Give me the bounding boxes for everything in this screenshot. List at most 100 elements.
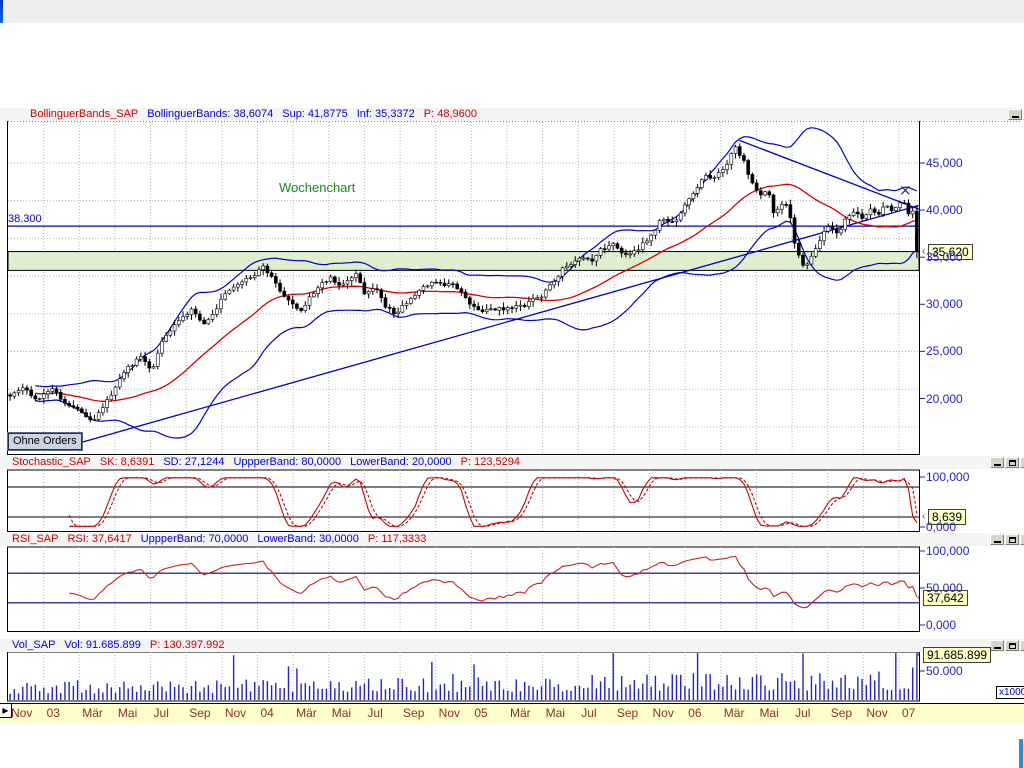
volume-last-value-badge: ‹ 91.685.899	[917, 647, 992, 663]
volume-axis-tick: 50.000	[926, 664, 963, 678]
stochastic-panel-title-segment: SK: 8,6391	[99, 456, 155, 468]
time-axis-strip	[0, 703, 1024, 724]
minimize-icon	[1011, 116, 1019, 118]
time-axis-label: Nov	[224, 706, 247, 720]
stochastic-panel-maximize-button[interactable]	[1005, 457, 1019, 468]
rsi-panel-title-segment: RSI: 37,6417	[67, 533, 132, 545]
time-axis-label: Mai	[545, 706, 565, 720]
volume-chart-area[interactable]	[8, 652, 919, 701]
badge-arrow-icon: ‹	[917, 592, 921, 603]
time-axis-label: Sep	[403, 706, 425, 720]
bollinger-lower-band	[35, 220, 918, 439]
maximize-icon	[1008, 536, 1016, 543]
price-panel-titlebar[interactable]: BollinguerBands_SAP BollinguerBands: 38,6…	[0, 108, 1024, 121]
volume-last-value: 91.685.899	[927, 648, 988, 662]
rsi-panel-minimize-button[interactable]	[990, 534, 1004, 545]
stochastic-axis-tick: 0,000	[926, 520, 957, 534]
time-axis-label: Mär	[82, 706, 103, 720]
time-axis-label: Jul	[581, 706, 597, 720]
axis-scroll-arrow[interactable]: ▶	[0, 704, 12, 718]
volume-panel-title-segment: Vol_SAP	[12, 639, 56, 651]
minimize-icon	[993, 541, 1001, 543]
price-series	[8, 127, 919, 447]
minimize-icon	[993, 647, 1001, 649]
time-axis-label: Sep	[616, 706, 639, 720]
price-axis-tick: 45,000	[926, 156, 963, 170]
top-toolbar-strip	[0, 0, 1024, 23]
time-axis-label: Nov	[652, 706, 674, 720]
price-chart-area[interactable]	[8, 122, 919, 455]
rsi-panel-title-segment: UppperBand: 70,0000	[140, 533, 249, 545]
bollinger-upper-band	[35, 127, 918, 388]
price-panel-title-segment: BollinguerBands_SAP	[30, 108, 139, 120]
price-panel-title-segment: P: 48,9600	[423, 108, 478, 120]
rsi-chart-area[interactable]	[8, 547, 919, 632]
volume-panel-maximize-button[interactable]	[1005, 640, 1019, 651]
scrollbar-thumb[interactable]	[1019, 739, 1023, 768]
volume-panel-titlebar[interactable]: Vol_SAP Vol: 91.685.899 P: 130.397.992 ×	[0, 639, 1024, 652]
volume-panel-title-segment: P: 130.397.992	[149, 639, 225, 651]
stochastic-panel-titlebar[interactable]: Stochastic_SAP SK: 8,6391 SD: 27,1244 Upppe…	[0, 456, 1024, 469]
bollinger-middle-line	[35, 183, 917, 402]
time-axis-label: Mai	[331, 706, 352, 720]
stochastic-panel-minimize-button[interactable]	[990, 457, 1004, 468]
time-axis-label: Nov	[11, 706, 33, 720]
rsi-panel-titlebar[interactable]: RSI_SAP RSI: 37,6417 UppperBand: 70,0000 Lo…	[0, 533, 1024, 546]
stochastic-panel-title-segment: P: 123,5294	[460, 456, 520, 468]
price-last-value-badge: ‹ 35,620	[922, 244, 973, 260]
price-panel-title-segment: BollinguerBands: 38,6074	[147, 108, 274, 120]
badge-arrow-icon: ‹	[922, 511, 926, 522]
price-axis-tick: 35,000	[926, 250, 963, 265]
stochastic-panel-close-button[interactable]: ×	[1020, 457, 1024, 468]
time-axis-label: Jul	[153, 706, 169, 720]
stochastic-panel-title-segment: Stochastic_SAP	[12, 456, 91, 468]
rsi-axis-tick: 0,000	[926, 618, 957, 632]
time-axis-label: 05	[474, 706, 488, 720]
stochastic-axis-tick: 100,000	[926, 470, 970, 484]
rsi-panel-title-segment: LowerBand: 30,0000	[257, 533, 359, 545]
stochastic-sd-line	[68, 477, 918, 527]
price-panel-minimize-button[interactable]	[1008, 109, 1022, 120]
stochastic-panel-title-segment: SD: 27,1244	[163, 456, 225, 468]
time-axis-label: Mär	[723, 706, 745, 720]
time-axis-label: Jul	[367, 706, 383, 720]
price-axis-tick: 25,000	[926, 344, 963, 359]
price-panel-title-segment: Inf: 35,3372	[356, 108, 415, 120]
resistance-level-label: 38.300	[8, 213, 42, 225]
price-axis-tick: 30,000	[926, 297, 963, 312]
time-axis-label: Sep	[189, 706, 211, 720]
minimize-icon	[993, 464, 1001, 466]
rsi-panel-maximize-button[interactable]	[1005, 534, 1019, 545]
rsi-last-value: 37,642	[927, 591, 964, 605]
ohne-orders-button[interactable]: Ohne Orders	[7, 432, 83, 451]
volume-unit-label: x1000	[996, 686, 1024, 699]
time-axis-label: 03	[46, 706, 60, 720]
timeframe-annotation: Wochenchart	[279, 180, 356, 195]
badge-arrow-icon: ‹	[922, 246, 926, 257]
maximize-icon	[1008, 642, 1016, 649]
stochastic-last-value: 8,639	[932, 510, 963, 524]
time-axis-label: Mär	[296, 706, 317, 720]
top-strip-blue-accent	[0, 0, 3, 23]
rsi-panel-title-segment: RSI_SAP	[12, 533, 59, 545]
time-axis-label: Mai	[759, 706, 779, 720]
price-axis-tick: 20,000	[926, 391, 963, 406]
rsi-panel-close-button[interactable]: ×	[1020, 534, 1024, 545]
stochastic-last-value-badge: ‹ 8,639	[922, 509, 967, 525]
rsi-line	[69, 555, 918, 609]
time-axis-label: Nov	[866, 706, 888, 720]
volume-panel-minimize-button[interactable]	[990, 640, 1004, 651]
price-axis-tick: 40,000	[926, 203, 963, 218]
rsi-axis-tick: 100,000	[926, 544, 970, 558]
volume-panel-close-button[interactable]: ×	[1020, 640, 1024, 651]
time-axis-label: 07	[902, 706, 916, 720]
stochastic-chart-area[interactable]	[8, 470, 919, 532]
time-axis-label: Mai	[117, 706, 138, 720]
rsi-last-value-badge: ‹ 37,642	[917, 590, 968, 606]
play-arrow-icon: ▶	[2, 706, 9, 715]
time-axis-label: 06	[688, 706, 702, 720]
time-axis-label: Mär	[509, 706, 531, 720]
time-axis-label: Jul	[795, 706, 811, 720]
